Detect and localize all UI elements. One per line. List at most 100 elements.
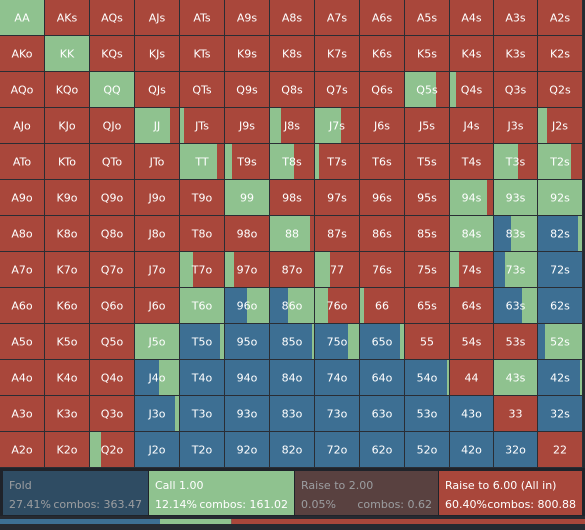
hand-cell-a7s[interactable]: A7s (315, 0, 360, 36)
hand-cell-q3s[interactable]: Q3s (494, 72, 538, 108)
hand-cell-q4o[interactable]: Q4o (90, 360, 135, 396)
hand-cell-63s[interactable]: 63s (494, 288, 538, 324)
hand-cell-62s[interactable]: 62s (538, 288, 583, 324)
hand-cell-64s[interactable]: 64s (450, 288, 494, 324)
hand-cell-75o[interactable]: 75o (315, 324, 360, 360)
hand-cell-54o[interactable]: 54o (405, 360, 450, 396)
hand-cell-55[interactable]: 55 (405, 324, 450, 360)
hand-cell-82o[interactable]: 82o (270, 432, 315, 468)
hand-cell-98s[interactable]: 98s (270, 180, 315, 216)
hand-cell-93s[interactable]: 93s (494, 180, 538, 216)
hand-cell-ats[interactable]: ATs (180, 0, 225, 36)
hand-cell-98o[interactable]: 98o (225, 216, 270, 252)
hand-cell-j6s[interactable]: J6s (360, 108, 405, 144)
hand-cell-qjs[interactable]: QJs (135, 72, 180, 108)
hand-cell-52o[interactable]: 52o (405, 432, 450, 468)
hand-cell-q5o[interactable]: Q5o (90, 324, 135, 360)
hand-cell-t5o[interactable]: T5o (180, 324, 225, 360)
hand-cell-65s[interactable]: 65s (405, 288, 450, 324)
hand-cell-q5s[interactable]: Q5s (405, 72, 450, 108)
hand-cell-43s[interactable]: 43s (494, 360, 538, 396)
hand-cell-42s[interactable]: 42s (538, 360, 583, 396)
hand-cell-76o[interactable]: 76o (315, 288, 360, 324)
hand-cell-83s[interactable]: 83s (494, 216, 538, 252)
hand-cell-k4o[interactable]: K4o (45, 360, 90, 396)
hand-cell-kjo[interactable]: KJo (45, 108, 90, 144)
hand-cell-k9s[interactable]: K9s (225, 36, 270, 72)
hand-cell-q7s[interactable]: Q7s (315, 72, 360, 108)
hand-cell-jj[interactable]: JJ (135, 108, 180, 144)
hand-cell-kk[interactable]: KK (45, 36, 90, 72)
hand-cell-q3o[interactable]: Q3o (90, 396, 135, 432)
hand-cell-22[interactable]: 22 (538, 432, 583, 468)
hand-cell-k4s[interactable]: K4s (450, 36, 494, 72)
hand-cell-qq[interactable]: QQ (90, 72, 135, 108)
hand-cell-a2s[interactable]: A2s (538, 0, 583, 36)
hand-cell-a4s[interactable]: A4s (450, 0, 494, 36)
hand-cell-93o[interactable]: 93o (225, 396, 270, 432)
hand-cell-t5s[interactable]: T5s (405, 144, 450, 180)
hand-cell-j9s[interactable]: J9s (225, 108, 270, 144)
hand-cell-q8o[interactable]: Q8o (90, 216, 135, 252)
hand-cell-aks[interactable]: AKs (45, 0, 90, 36)
hand-cell-53o[interactable]: 53o (405, 396, 450, 432)
hand-cell-a8o[interactable]: A8o (0, 216, 45, 252)
hand-cell-95o[interactable]: 95o (225, 324, 270, 360)
hand-cell-k6o[interactable]: K6o (45, 288, 90, 324)
hand-cell-k5o[interactable]: K5o (45, 324, 90, 360)
hand-cell-t3o[interactable]: T3o (180, 396, 225, 432)
hand-cell-96s[interactable]: 96s (360, 180, 405, 216)
hand-cell-72s[interactable]: 72s (538, 252, 583, 288)
action-allin[interactable]: Raise to 6.00 (All in) 60.40% combos: 80… (439, 471, 582, 515)
hand-cell-88[interactable]: 88 (270, 216, 315, 252)
hand-cell-q7o[interactable]: Q7o (90, 252, 135, 288)
hand-cell-q4s[interactable]: Q4s (450, 72, 494, 108)
hand-cell-t2o[interactable]: T2o (180, 432, 225, 468)
hand-cell-j9o[interactable]: J9o (135, 180, 180, 216)
hand-cell-q9o[interactable]: Q9o (90, 180, 135, 216)
hand-cell-44[interactable]: 44 (450, 360, 494, 396)
hand-cell-j5o[interactable]: J5o (135, 324, 180, 360)
hand-cell-kto[interactable]: KTo (45, 144, 90, 180)
hand-cell-85s[interactable]: 85s (405, 216, 450, 252)
hand-cell-j4s[interactable]: J4s (450, 108, 494, 144)
hand-cell-k9o[interactable]: K9o (45, 180, 90, 216)
hand-cell-85o[interactable]: 85o (270, 324, 315, 360)
hand-cell-k2o[interactable]: K2o (45, 432, 90, 468)
hand-cell-72o[interactable]: 72o (315, 432, 360, 468)
hand-cell-k3o[interactable]: K3o (45, 396, 90, 432)
hand-cell-k8o[interactable]: K8o (45, 216, 90, 252)
hand-cell-a6o[interactable]: A6o (0, 288, 45, 324)
hand-cell-53s[interactable]: 53s (494, 324, 538, 360)
hand-cell-j8o[interactable]: J8o (135, 216, 180, 252)
hand-cell-j7s[interactable]: J7s (315, 108, 360, 144)
hand-cell-k3s[interactable]: K3s (494, 36, 538, 72)
hand-cell-t9s[interactable]: T9s (225, 144, 270, 180)
hand-cell-66[interactable]: 66 (360, 288, 405, 324)
hand-cell-k7s[interactable]: K7s (315, 36, 360, 72)
hand-cell-87o[interactable]: 87o (270, 252, 315, 288)
hand-cell-t4o[interactable]: T4o (180, 360, 225, 396)
hand-cell-76s[interactable]: 76s (360, 252, 405, 288)
hand-cell-aqo[interactable]: AQo (0, 72, 45, 108)
hand-cell-96o[interactable]: 96o (225, 288, 270, 324)
hand-cell-73s[interactable]: 73s (494, 252, 538, 288)
hand-cell-t6o[interactable]: T6o (180, 288, 225, 324)
hand-cell-t2s[interactable]: T2s (538, 144, 583, 180)
hand-cell-q6s[interactable]: Q6s (360, 72, 405, 108)
hand-cell-j6o[interactable]: J6o (135, 288, 180, 324)
hand-cell-jts[interactable]: JTs (180, 108, 225, 144)
hand-cell-54s[interactable]: 54s (450, 324, 494, 360)
hand-cell-62o[interactable]: 62o (360, 432, 405, 468)
hand-cell-ako[interactable]: AKo (0, 36, 45, 72)
hand-cell-kqs[interactable]: KQs (90, 36, 135, 72)
hand-cell-52s[interactable]: 52s (538, 324, 583, 360)
hand-cell-t4s[interactable]: T4s (450, 144, 494, 180)
hand-cell-a3s[interactable]: A3s (494, 0, 538, 36)
hand-cell-aqs[interactable]: AQs (90, 0, 135, 36)
hand-cell-k2s[interactable]: K2s (538, 36, 583, 72)
hand-cell-99[interactable]: 99 (225, 180, 270, 216)
hand-cell-74s[interactable]: 74s (450, 252, 494, 288)
hand-cell-87s[interactable]: 87s (315, 216, 360, 252)
hand-cell-92o[interactable]: 92o (225, 432, 270, 468)
